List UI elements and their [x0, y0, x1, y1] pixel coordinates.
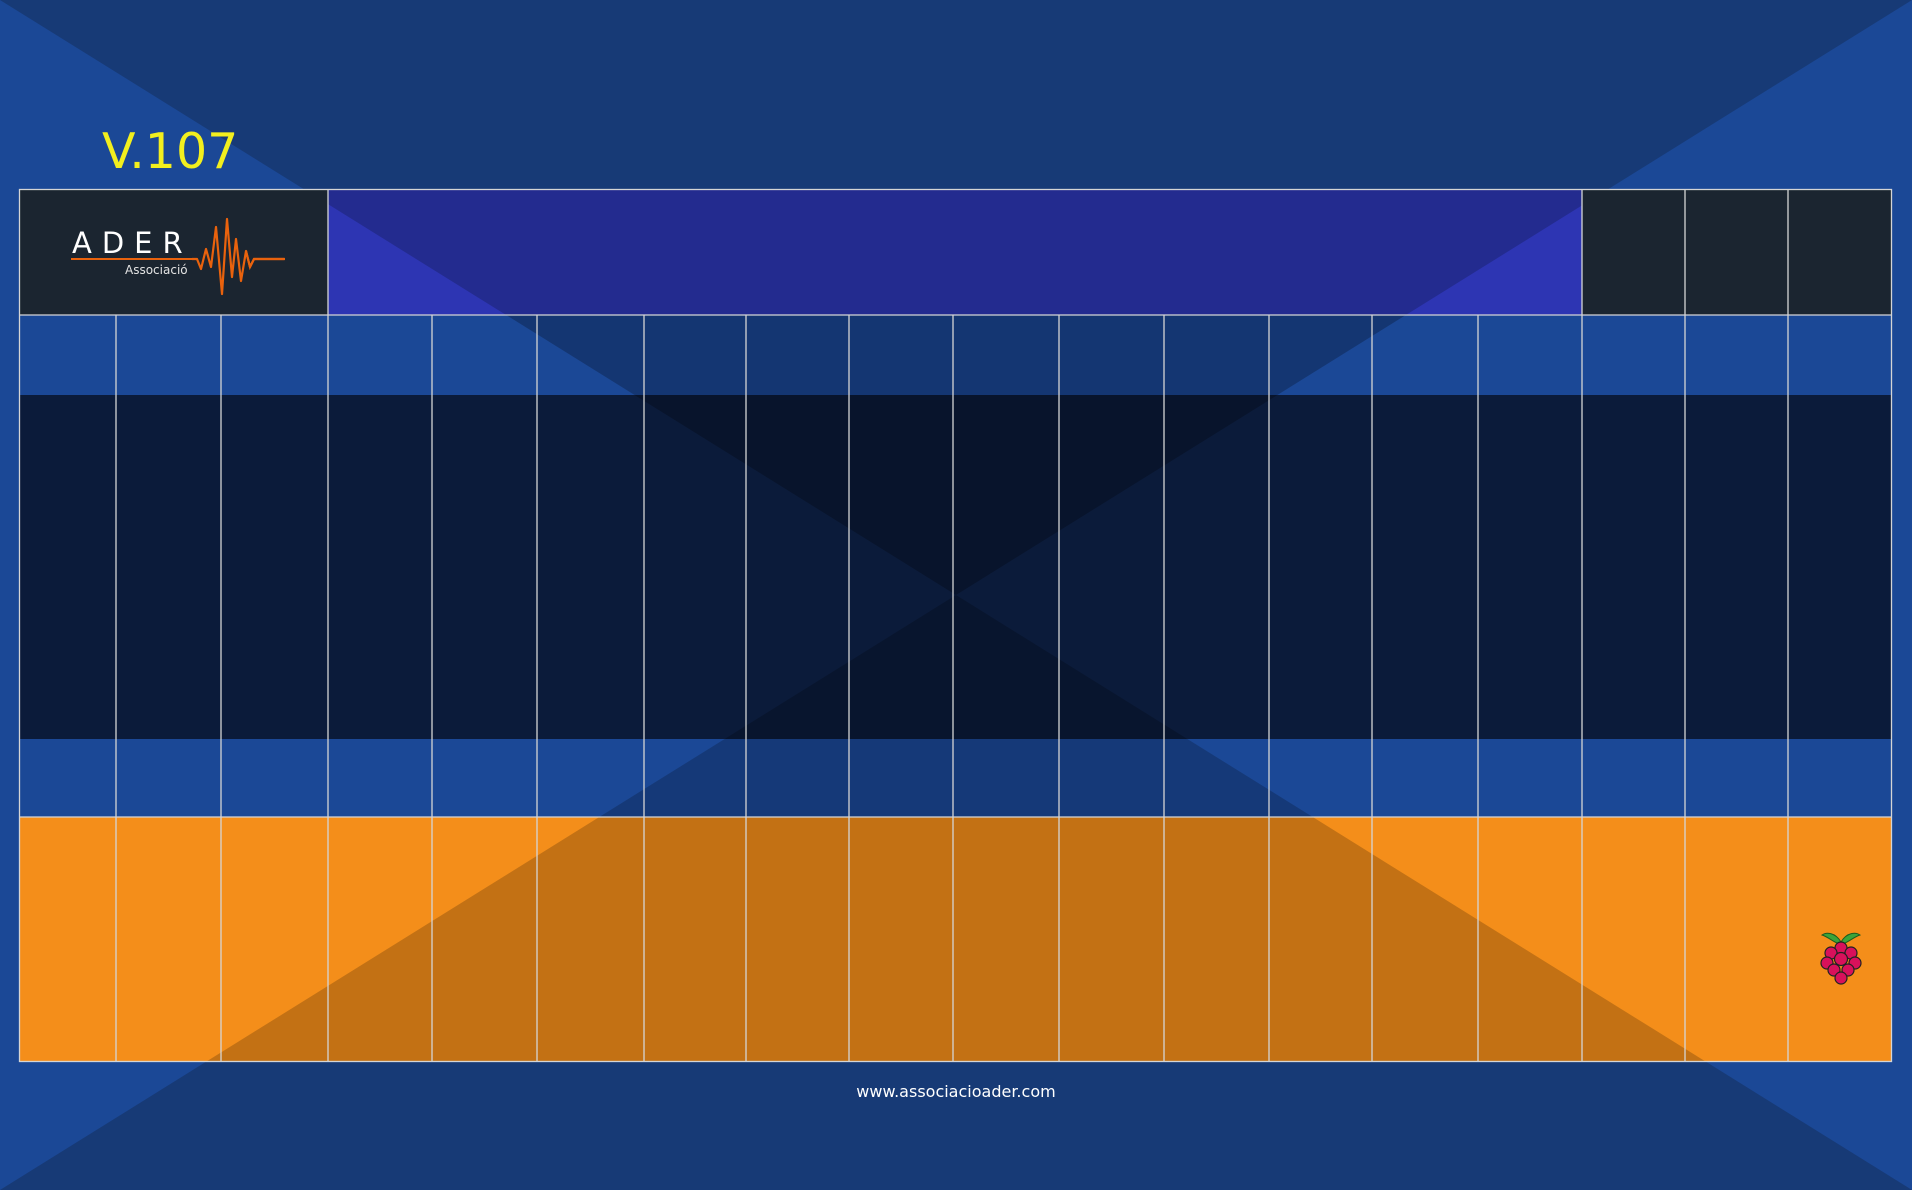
pulse-icon — [192, 217, 285, 296]
logo-subtitle: Associació — [125, 263, 188, 277]
ader-logo: ADER Associació — [71, 217, 285, 296]
logo-panel: ADER Associació — [19, 189, 328, 315]
logo-name: ADER — [72, 226, 193, 260]
website-url: www.associacioader.com — [856, 1082, 1056, 1101]
raspberry-pi-icon — [1818, 928, 1864, 986]
version-label: V.107 — [102, 123, 239, 180]
